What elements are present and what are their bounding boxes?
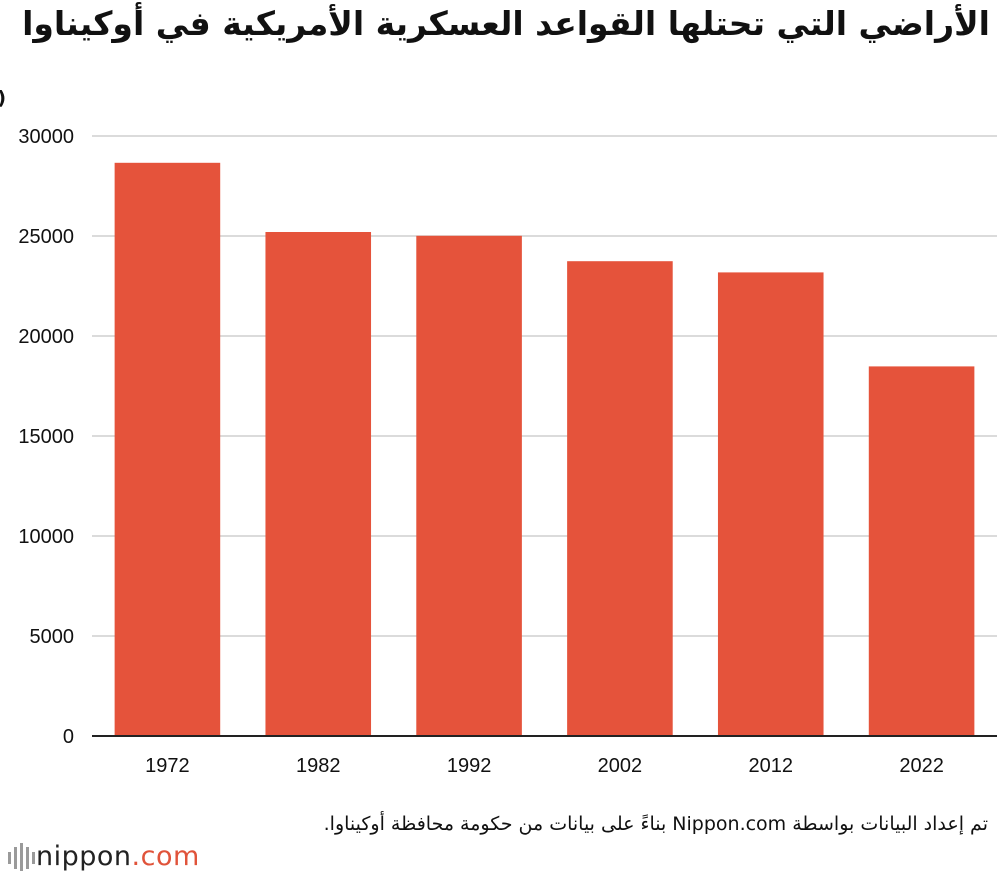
x-tick-label: 1982: [296, 755, 341, 777]
y-tick-label: 5000: [30, 626, 75, 648]
logo-name: nippon: [36, 841, 132, 872]
chart-canvas: (هكتار) 0 5000 10000 15000 20000 25000 30000 197…: [0, 70, 1000, 790]
y-tick-label: 25000: [18, 226, 74, 248]
x-tick-label: 2012: [749, 755, 794, 777]
logo-wordmark: nippon.com: [36, 841, 200, 872]
x-tick-label: 1972: [145, 755, 190, 777]
bar-2022: [869, 366, 975, 736]
source-note: تم إعداد البيانات بواسطة Nippon.com بناء…: [288, 808, 988, 841]
bar-2002: [567, 261, 673, 736]
x-tick-label: 1992: [447, 755, 492, 777]
bar-chart: (هكتار) 0 5000 10000 15000 20000 25000 30000 197…: [0, 70, 1000, 790]
y-tick-label: 15000: [18, 426, 74, 448]
y-axis-unit-label: (هكتار): [0, 87, 6, 109]
chart-title: الأراضي التي تحتلها القواعد العسكرية الأ…: [10, 2, 990, 46]
x-tick-label: 2002: [598, 755, 643, 777]
y-tick-label: 30000: [18, 126, 74, 148]
brand-logo[interactable]: nippon.com: [6, 835, 200, 877]
bar-1992: [416, 236, 522, 736]
y-tick-label: 0: [63, 726, 74, 748]
nippon-logo-icon: [6, 839, 36, 873]
y-tick-label: 20000: [18, 326, 74, 348]
logo-suffix: .com: [132, 841, 200, 872]
y-tick-label: 10000: [18, 526, 74, 548]
bar-2012: [718, 272, 824, 736]
x-tick-label: 2022: [899, 755, 944, 777]
bar-1972: [115, 163, 221, 736]
bar-1982: [265, 232, 371, 736]
